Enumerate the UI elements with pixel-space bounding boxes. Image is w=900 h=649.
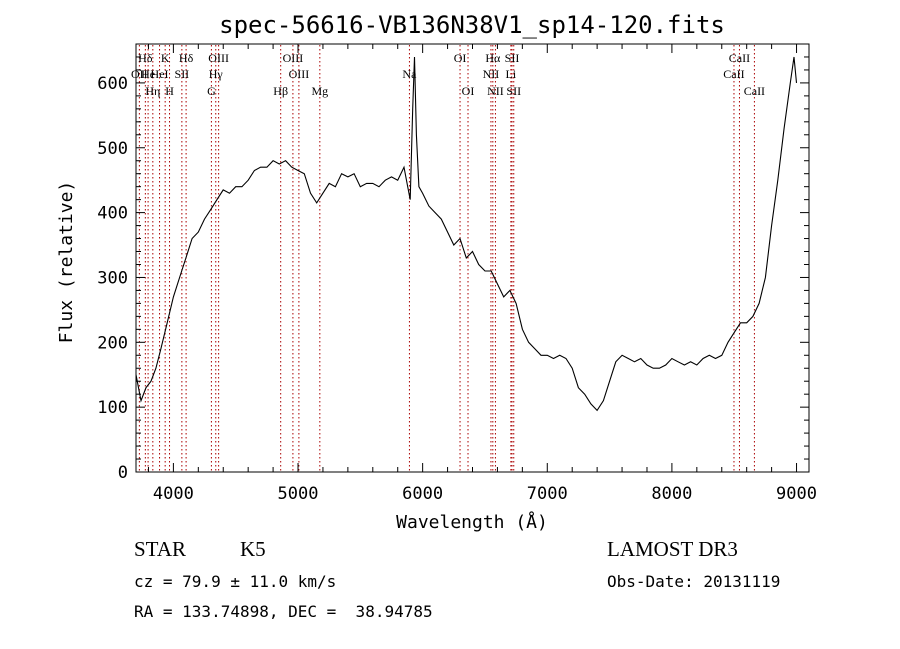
spectral-line-label: H <box>165 84 174 98</box>
spectral-line-label: OIII <box>283 51 304 65</box>
y-tick-label: 500 <box>97 139 128 159</box>
spectral-line-label: OII <box>131 67 148 81</box>
spectral-line-label: CaII <box>744 84 765 98</box>
ra-dec: RA = 133.74898, DEC = 38.94785 <box>134 602 433 621</box>
spectral-line-label: OI <box>454 51 467 65</box>
x-tick-label: 8000 <box>651 484 692 504</box>
spectral-line-label: Mg <box>311 84 328 98</box>
spectral-line-label: SII <box>175 67 190 81</box>
x-tick-label: 6000 <box>402 484 443 504</box>
spectral-subclass: K5 <box>240 537 266 561</box>
spectral-line-label: NII <box>483 67 500 81</box>
spectral-line-label: SII <box>506 84 521 98</box>
spectral-line-label: OIII <box>289 67 310 81</box>
spectral-line-label: Hβ <box>273 84 288 98</box>
spectral-line-label: Hη <box>145 84 160 98</box>
spectral-line-label: G <box>207 84 216 98</box>
y-tick-label: 600 <box>97 74 128 94</box>
observation-date: Obs-Date: 20131119 <box>607 572 781 591</box>
spectral-line-label: Hα <box>485 51 501 65</box>
spectral-line-label: Hδ <box>179 51 194 65</box>
x-tick-label: 9000 <box>776 484 817 504</box>
spectral-line-label: OIII <box>208 51 229 65</box>
chart-title: spec-56616-VB136N38V1_sp14-120.fits <box>219 11 725 39</box>
x-tick-label: 5000 <box>278 484 319 504</box>
spectral-line-label: K <box>161 51 170 65</box>
y-axis-label: Flux (relative) <box>56 181 77 344</box>
spectral-line-label: CaII <box>723 67 744 81</box>
spectral-line-label: HeI <box>151 67 169 81</box>
x-tick-label: 7000 <box>527 484 568 504</box>
y-tick-label: 400 <box>97 204 128 224</box>
spectral-line-label: He <box>141 67 155 81</box>
spectral-line-label: SII <box>505 51 520 65</box>
y-tick-label: 300 <box>97 268 128 288</box>
y-tick-label: 0 <box>118 463 128 483</box>
survey-name: LAMOST DR3 <box>607 537 738 561</box>
spectrum-line <box>135 56 798 412</box>
spectral-line-label: OI <box>462 84 475 98</box>
redshift-cz: cz = 79.9 ± 11.0 km/s <box>134 572 337 591</box>
spectral-line-label: CaII <box>729 51 750 65</box>
plot-frame <box>135 43 810 473</box>
y-tick-label: 200 <box>97 333 128 353</box>
spectral-line-label: Hδ <box>138 51 153 65</box>
spectral-line-label: Li <box>506 67 517 81</box>
spectral-line-label: NII <box>487 84 504 98</box>
x-tick-label: 4000 <box>153 484 194 504</box>
y-tick-label: 100 <box>97 398 128 418</box>
x-axis-label: Wavelength (Å) <box>396 511 548 533</box>
spectral-line-label: Hγ <box>209 67 224 81</box>
object-class: STAR <box>134 537 186 561</box>
